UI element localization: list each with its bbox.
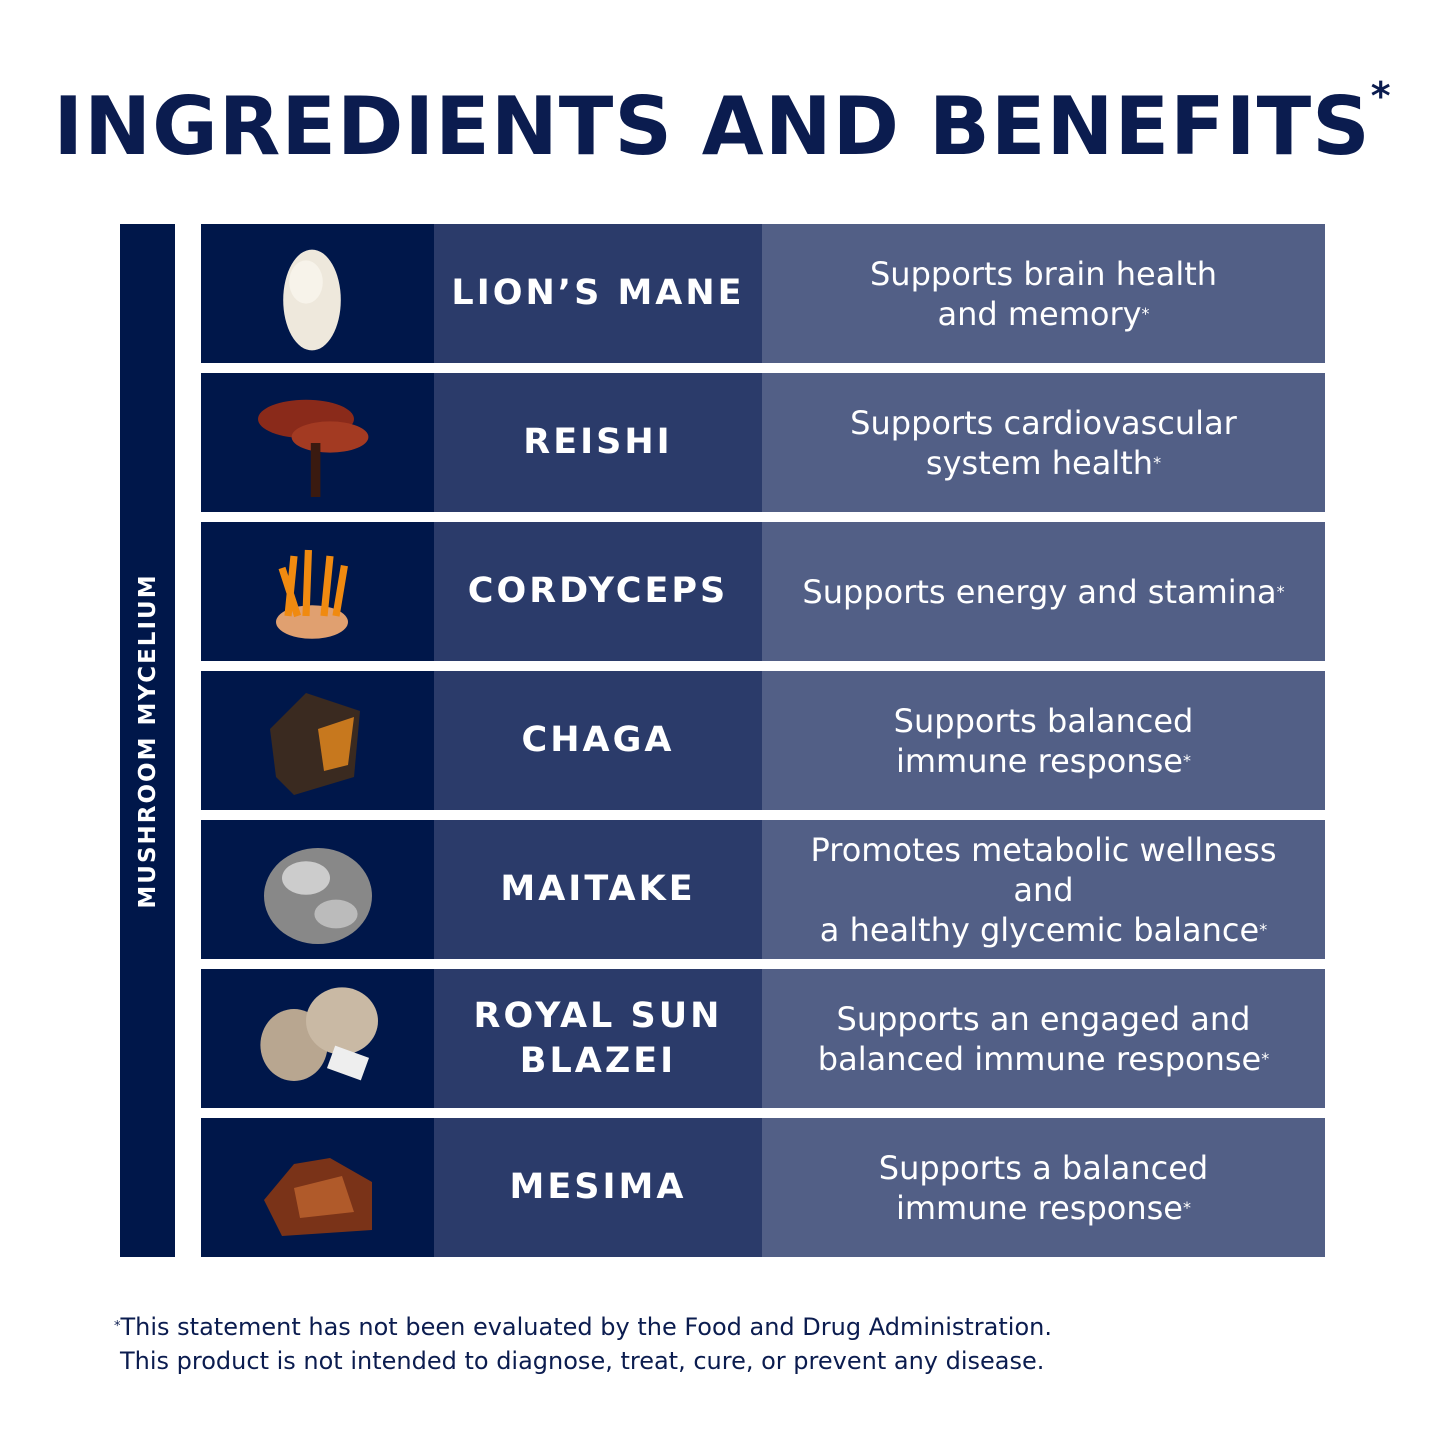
ingredient-benefit: Supports a balanced immune response* bbox=[762, 1118, 1325, 1257]
benefit-text: Supports energy and stamina bbox=[802, 572, 1277, 611]
ingredient-name: LION’S MANE bbox=[434, 224, 762, 363]
ingredient-name: ROYAL SUN BLAZEI bbox=[434, 969, 762, 1108]
ingredient-benefit: Supports brain health and memory* bbox=[762, 224, 1325, 363]
benefit-text: Supports balanced immune response bbox=[893, 701, 1194, 780]
benefit-asterisk: * bbox=[1276, 581, 1285, 601]
ingredient-row: MAITAKE Promotes metabolic wellness and … bbox=[201, 820, 1325, 959]
side-category-bar: MUSHROOM MYCELIUM bbox=[120, 224, 175, 1257]
title-asterisk: * bbox=[1370, 74, 1392, 118]
maitake-mushroom-icon bbox=[263, 847, 372, 944]
ingredient-benefit: Supports energy and stamina* bbox=[762, 522, 1325, 661]
ingredient-name: MESIMA bbox=[434, 1118, 762, 1257]
footnote-asterisk: * bbox=[114, 1319, 121, 1334]
ingredient-name: REISHI bbox=[434, 373, 762, 512]
ingredient-row: LION’S MANE Supports brain health and me… bbox=[201, 224, 1325, 363]
ingredient-image bbox=[201, 820, 434, 959]
side-category-label: MUSHROOM MYCELIUM bbox=[134, 572, 161, 909]
ingredient-image bbox=[201, 671, 434, 810]
cordyceps-mushroom-icon bbox=[275, 549, 348, 639]
disclaimer: *This statement has not been evaluated b… bbox=[114, 1310, 1052, 1378]
ingredient-benefit: Supports an engaged and balanced immune … bbox=[762, 969, 1325, 1108]
benefit-text: Promotes metabolic wellness and a health… bbox=[810, 830, 1277, 949]
ingredient-name: CHAGA bbox=[434, 671, 762, 810]
royal-sun-blazei-mushroom-icon bbox=[259, 986, 378, 1081]
ingredient-name: MAITAKE bbox=[434, 820, 762, 959]
ingredient-row: ROYAL SUN BLAZEI Supports an engaged and… bbox=[201, 969, 1325, 1108]
page-title: INGREDIENTS AND BENEFITS* bbox=[0, 74, 1445, 173]
ingredient-row: MESIMA Supports a balanced immune respon… bbox=[201, 1118, 1325, 1257]
footnote-line-1: This statement has not been evaluated by… bbox=[120, 1313, 1052, 1341]
lions-mane-mushroom-icon bbox=[282, 249, 341, 350]
ingredient-image bbox=[201, 224, 434, 363]
reishi-mushroom-icon bbox=[257, 399, 368, 497]
benefit-text: Supports an engaged and balanced immune … bbox=[817, 999, 1262, 1078]
title-text: INGREDIENTS AND BENEFITS bbox=[53, 80, 1371, 173]
benefit-asterisk: * bbox=[1259, 919, 1268, 939]
footnote-line-2: This product is not intended to diagnose… bbox=[120, 1347, 1045, 1375]
benefit-text: Supports a balanced immune response bbox=[878, 1148, 1209, 1227]
benefit-asterisk: * bbox=[1261, 1048, 1270, 1068]
ingredient-image bbox=[201, 969, 434, 1108]
ingredient-image bbox=[201, 1118, 434, 1257]
benefit-text: Supports cardiovascular system health bbox=[850, 403, 1237, 482]
mesima-mushroom-icon bbox=[263, 1157, 372, 1236]
benefit-asterisk: * bbox=[1182, 1197, 1191, 1217]
ingredient-benefit: Supports cardiovascular system health* bbox=[762, 373, 1325, 512]
benefit-asterisk: * bbox=[1182, 750, 1191, 770]
benefit-asterisk: * bbox=[1141, 303, 1150, 323]
chaga-mushroom-icon bbox=[269, 692, 360, 795]
ingredient-row: REISHI Supports cardiovascular system he… bbox=[201, 373, 1325, 512]
benefit-asterisk: * bbox=[1153, 452, 1162, 472]
ingredient-name: CORDYCEPS bbox=[434, 522, 762, 661]
ingredient-row: CORDYCEPS Supports energy and stamina* bbox=[201, 522, 1325, 661]
benefit-text: Supports brain health and memory bbox=[869, 254, 1218, 333]
ingredient-benefit: Supports balanced immune response* bbox=[762, 671, 1325, 810]
ingredient-row: CHAGA Supports balanced immune response* bbox=[201, 671, 1325, 810]
ingredient-benefit: Promotes metabolic wellness and a health… bbox=[762, 820, 1325, 959]
ingredient-image bbox=[201, 522, 434, 661]
ingredient-image bbox=[201, 373, 434, 512]
